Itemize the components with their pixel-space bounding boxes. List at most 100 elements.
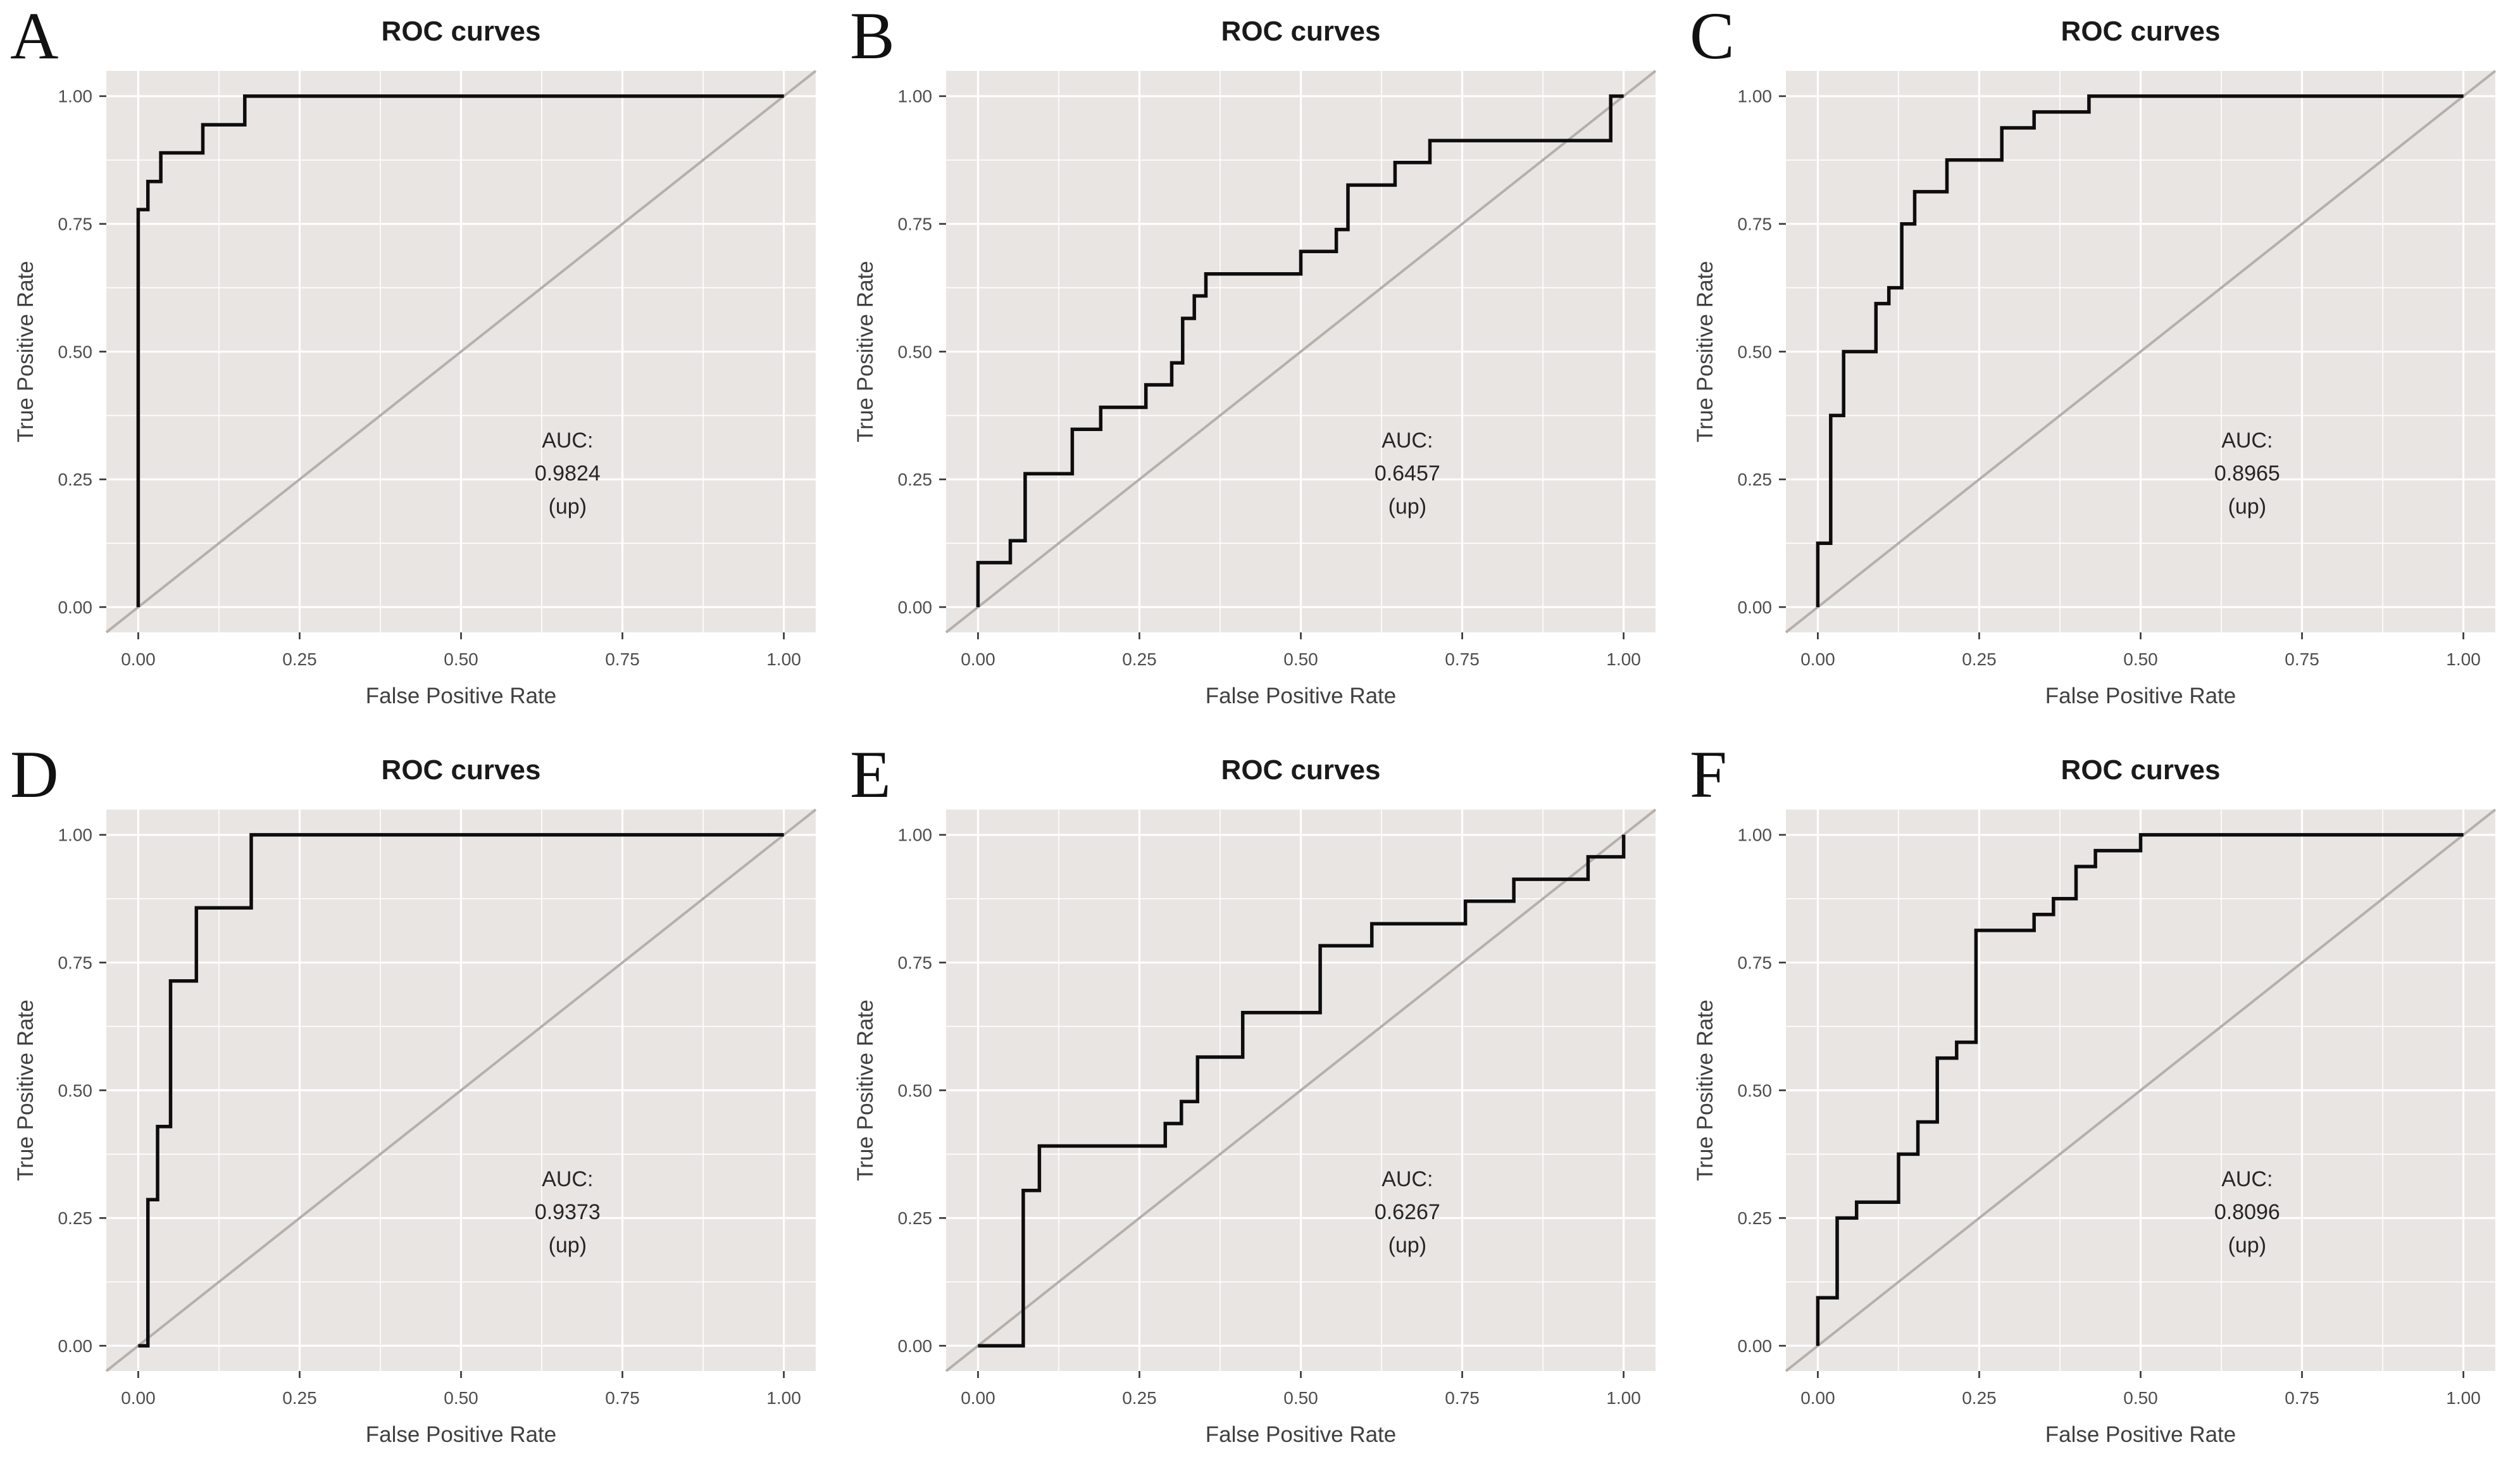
x-tick-label: 1.00 bbox=[1606, 649, 1641, 669]
x-axis-title: False Positive Rate bbox=[1206, 684, 1397, 708]
roc-panel-f: F 0.00 0.00 0.25 0.25 0.50 0.50 0.75 0.75 1.00 1.… bbox=[1680, 739, 2519, 1477]
y-tick-label: 0.50 bbox=[58, 342, 93, 361]
x-axis-title: False Positive Rate bbox=[366, 1422, 557, 1447]
x-tick-label: 0.50 bbox=[2123, 1388, 2158, 1408]
y-tick-label: 0.75 bbox=[58, 215, 93, 234]
roc-panel-d: D 0.00 0.00 0.25 0.25 0.50 0.50 0.75 0.75 1.00 1.… bbox=[0, 739, 840, 1477]
x-tick-label: 0.25 bbox=[282, 1388, 317, 1408]
y-tick-label: 1.00 bbox=[58, 87, 93, 106]
y-tick-label: 0.75 bbox=[898, 953, 933, 973]
x-tick-label: 0.00 bbox=[1800, 1388, 1835, 1408]
x-tick-label: 1.00 bbox=[2446, 649, 2481, 669]
y-axis-title: True Positive Rate bbox=[1693, 261, 1718, 442]
x-tick-label: 0.50 bbox=[1283, 649, 1318, 669]
y-tick-label: 0.50 bbox=[898, 1080, 933, 1100]
auc-annotation-line: (up) bbox=[2228, 1233, 2266, 1257]
x-tick-label: 0.75 bbox=[1445, 1388, 1480, 1408]
panel-letter-d: D bbox=[10, 737, 59, 811]
auc-annotation-line: 0.9824 bbox=[535, 461, 601, 485]
y-tick-label: 0.25 bbox=[1738, 470, 1773, 489]
x-tick-label: 0.00 bbox=[121, 649, 156, 669]
y-axis-title: True Positive Rate bbox=[1693, 999, 1718, 1181]
diagonal-reference-line bbox=[1785, 70, 2497, 634]
auc-annotation-line: AUC: bbox=[1382, 1167, 1433, 1191]
auc-annotation-line: 0.6457 bbox=[1375, 461, 1440, 485]
y-tick-label: 0.50 bbox=[58, 1080, 93, 1100]
y-tick-label: 0.75 bbox=[58, 953, 93, 973]
auc-annotation-line: (up) bbox=[1388, 494, 1426, 518]
auc-annotation-line: (up) bbox=[2228, 494, 2266, 518]
panel-letter-f: F bbox=[1690, 737, 1727, 811]
x-tick-label: 0.25 bbox=[1962, 649, 1997, 669]
y-tick-label: 0.75 bbox=[1738, 953, 1773, 973]
roc-curve bbox=[978, 834, 1626, 1348]
x-tick-label: 0.25 bbox=[1962, 1388, 1997, 1408]
y-tick-label: 0.50 bbox=[898, 342, 933, 361]
x-tick-label: 0.25 bbox=[282, 649, 317, 669]
auc-annotation-line: AUC: bbox=[1382, 429, 1433, 453]
diagonal-reference-line bbox=[1785, 808, 2497, 1372]
roc-curve bbox=[976, 94, 1624, 608]
y-tick-label: 0.00 bbox=[898, 1336, 933, 1356]
y-tick-label: 0.75 bbox=[898, 215, 933, 234]
y-tick-label: 1.00 bbox=[1738, 87, 1773, 106]
x-tick-label: 0.75 bbox=[2285, 649, 2319, 669]
y-tick-label: 0.00 bbox=[1738, 598, 1773, 617]
y-tick-label: 0.25 bbox=[1738, 1208, 1773, 1228]
x-tick-label: 0.50 bbox=[444, 1388, 478, 1408]
x-tick-label: 1.00 bbox=[1606, 1388, 1641, 1408]
plot-title: ROC curves bbox=[1221, 755, 1381, 786]
y-tick-label: 1.00 bbox=[898, 87, 933, 106]
y-tick-label: 0.25 bbox=[898, 1208, 933, 1228]
y-tick-label: 0.25 bbox=[58, 470, 93, 489]
roc-chart-svg: 0.00 0.00 0.25 0.25 0.50 0.50 0.75 0.75 1.00 1.00… bbox=[1693, 755, 2497, 1447]
y-tick-label: 0.00 bbox=[58, 598, 93, 617]
x-tick-label: 0.50 bbox=[2123, 649, 2158, 669]
roc-curve bbox=[1816, 94, 2464, 608]
roc-chart-svg: 0.00 0.00 0.25 0.25 0.50 0.50 0.75 0.75 1.00 1.00… bbox=[853, 16, 1657, 708]
x-tick-label: 0.75 bbox=[1445, 649, 1480, 669]
y-tick-label: 1.00 bbox=[58, 825, 93, 845]
y-tick-label: 1.00 bbox=[898, 825, 933, 845]
diagonal-reference-line bbox=[105, 808, 817, 1372]
x-tick-label: 0.75 bbox=[2285, 1388, 2319, 1408]
auc-annotation-line: (up) bbox=[1388, 1233, 1426, 1257]
auc-annotation-line: (up) bbox=[549, 494, 587, 518]
x-tick-label: 1.00 bbox=[2446, 1388, 2481, 1408]
plot-title: ROC curves bbox=[382, 755, 541, 786]
roc-panel-b: B 0.00 0.00 0.25 0.25 0.50 0.50 0.75 0.75 1.00 1.… bbox=[840, 0, 1680, 739]
y-tick-label: 0.50 bbox=[1738, 1080, 1773, 1100]
roc-chart-svg: 0.00 0.00 0.25 0.25 0.50 0.50 0.75 0.75 1.00 1.00… bbox=[1693, 16, 2497, 708]
roc-chart-svg: 0.00 0.00 0.25 0.25 0.50 0.50 0.75 0.75 1.00 1.00… bbox=[13, 755, 817, 1447]
auc-annotation-line: AUC: bbox=[542, 429, 593, 453]
diagonal-reference-line bbox=[105, 70, 817, 634]
x-tick-label: 0.00 bbox=[1800, 649, 1835, 669]
y-tick-label: 0.25 bbox=[58, 1208, 93, 1228]
y-axis-title: True Positive Rate bbox=[13, 261, 38, 442]
y-tick-label: 0.75 bbox=[1738, 215, 1773, 234]
roc-curve bbox=[1816, 833, 2464, 1346]
auc-annotation-line: 0.6267 bbox=[1375, 1200, 1440, 1224]
roc-curve bbox=[136, 94, 784, 608]
roc-curve bbox=[138, 833, 784, 1348]
x-axis-title: False Positive Rate bbox=[2045, 1422, 2236, 1447]
x-tick-label: 0.50 bbox=[444, 649, 478, 669]
x-tick-label: 0.50 bbox=[1283, 1388, 1318, 1408]
x-tick-label: 1.00 bbox=[766, 1388, 801, 1408]
diagonal-reference-line bbox=[945, 70, 1657, 634]
diagonal-reference-line bbox=[945, 808, 1657, 1372]
x-tick-label: 0.75 bbox=[605, 1388, 640, 1408]
roc-panel-a: A 0.00 0.00 0.25 0.25 0.50 0.50 0.75 0.75 1.00 1.… bbox=[0, 0, 840, 739]
y-tick-label: 0.50 bbox=[1738, 342, 1773, 361]
y-tick-label: 0.25 bbox=[898, 470, 933, 489]
x-tick-label: 1.00 bbox=[766, 649, 801, 669]
y-axis-title: True Positive Rate bbox=[853, 261, 878, 442]
auc-annotation-line: (up) bbox=[549, 1233, 587, 1257]
x-axis-title: False Positive Rate bbox=[1206, 1422, 1397, 1447]
panel-letter-c: C bbox=[1690, 0, 1735, 73]
y-tick-label: 0.00 bbox=[898, 598, 933, 617]
panel-letter-a: A bbox=[10, 0, 59, 73]
roc-panel-e: E 0.00 0.00 0.25 0.25 0.50 0.50 0.75 0.75 1.00 1.… bbox=[840, 739, 1680, 1477]
auc-annotation-line: AUC: bbox=[2221, 1167, 2273, 1191]
